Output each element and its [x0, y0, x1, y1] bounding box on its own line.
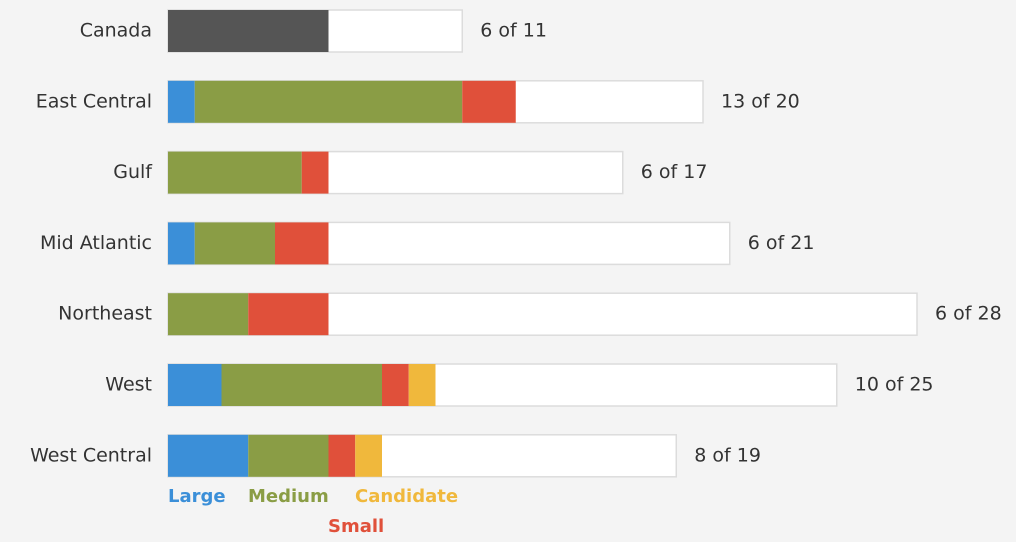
- bar-segment: [168, 434, 249, 477]
- bar-segment: [168, 10, 329, 52]
- value-label: 6 of 11: [480, 20, 547, 42]
- bar-segment: [462, 80, 516, 123]
- bar-segment: [382, 364, 409, 406]
- bar-segment: [301, 151, 329, 194]
- bar-segment: [194, 80, 463, 123]
- category-label: Mid Atlantic: [40, 232, 152, 254]
- value-label: 6 of 17: [641, 161, 708, 183]
- bar-segment: [355, 434, 382, 477]
- bar-segment: [328, 434, 356, 477]
- legend-entry: Small: [328, 516, 384, 537]
- category-label: West: [105, 374, 152, 396]
- bar-segment: [194, 222, 275, 265]
- category-label: West Central: [30, 444, 152, 466]
- bar-segment: [168, 222, 195, 265]
- value-label: 13 of 20: [721, 90, 800, 112]
- value-label: 8 of 19: [694, 444, 761, 466]
- bar-segment: [168, 293, 249, 336]
- bar-segment: [275, 222, 329, 265]
- category-label: East Central: [36, 90, 152, 112]
- bar-segment: [248, 434, 329, 477]
- value-label: 10 of 25: [855, 374, 934, 396]
- bar-segment: [168, 80, 195, 123]
- legend-entry: Large: [168, 486, 226, 507]
- category-label: Northeast: [58, 303, 152, 325]
- bar-segment: [168, 151, 302, 194]
- legend-entry: Candidate: [355, 486, 458, 507]
- bar-segment: [168, 364, 222, 406]
- bar-segment: [248, 293, 329, 336]
- category-label: Gulf: [113, 161, 153, 183]
- value-label: 6 of 21: [748, 232, 815, 254]
- legend-entry: Medium: [248, 486, 329, 507]
- category-label: Canada: [80, 20, 152, 42]
- bar-segment: [408, 364, 436, 406]
- bar-segment: [221, 364, 382, 406]
- value-label: 6 of 28: [935, 303, 1002, 325]
